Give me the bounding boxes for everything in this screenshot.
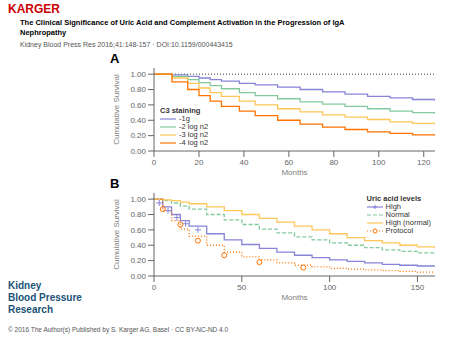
svg-text:0.40: 0.40	[130, 241, 146, 250]
html-text:Kidney Blood Press Res 2016;41: Kidney Blood Press Res 2016;41:148-157 ·…	[20, 41, 233, 48]
html-text:-1g: -1g	[179, 114, 190, 123]
svg-text:120: 120	[417, 158, 431, 167]
svg-text:Cumulative Survival: Cumulative Survival	[112, 199, 121, 270]
html-text:KARGER: KARGER	[8, 2, 60, 16]
svg-text:0.60: 0.60	[130, 226, 146, 235]
svg-text:0.80: 0.80	[130, 210, 146, 219]
html-text:© 2016 The Author(s) Published: © 2016 The Author(s) Published by S. Kar…	[8, 326, 229, 333]
html-text:C3 staining: C3 staining	[160, 106, 201, 115]
html-text:High (normal): High (normal)	[385, 218, 431, 227]
html-text:Normal: Normal	[385, 210, 410, 219]
svg-text:0.80: 0.80	[130, 85, 146, 94]
svg-text:1.00: 1.00	[130, 70, 146, 79]
svg-text:0.20: 0.20	[130, 256, 146, 265]
svg-text:50: 50	[237, 283, 246, 292]
html-text:A: A	[110, 51, 120, 66]
svg-text:0.60: 0.60	[130, 101, 146, 110]
html-text:Research: Research	[8, 304, 53, 315]
svg-text:0: 0	[152, 283, 157, 292]
svg-text:80: 80	[329, 158, 338, 167]
svg-text:0.40: 0.40	[130, 116, 146, 125]
html-text:Kidney: Kidney	[8, 280, 42, 291]
svg-text:0.00: 0.00	[130, 147, 146, 156]
svg-text:100: 100	[323, 283, 337, 292]
html-text:Uric acid levels: Uric acid levels	[366, 194, 422, 203]
html-text:Nephropathy: Nephropathy	[20, 28, 67, 37]
svg-text:0: 0	[152, 158, 157, 167]
html-text:Protocol: Protocol	[385, 226, 414, 235]
html-text:B: B	[110, 176, 120, 191]
html-text:Blood Pressure: Blood Pressure	[8, 292, 82, 303]
svg-text:0.00: 0.00	[130, 272, 146, 281]
svg-text:0.20: 0.20	[130, 131, 146, 140]
html-text:The Clinical Significance of U: The Clinical Significance of Uric Acid a…	[20, 18, 345, 27]
svg-text:1.00: 1.00	[130, 195, 146, 204]
html-text:-2 log n2: -2 log n2	[179, 122, 209, 131]
svg-text:60: 60	[284, 158, 293, 167]
html-text:High: High	[385, 202, 401, 211]
svg-text:40: 40	[239, 158, 248, 167]
html-text:-4 log n2: -4 log n2	[179, 138, 209, 147]
html-text:-3 log n2: -3 log n2	[179, 130, 209, 139]
svg-text:100: 100	[372, 158, 386, 167]
svg-text:Months: Months	[281, 293, 307, 302]
svg-text:20: 20	[195, 158, 204, 167]
svg-text:150: 150	[411, 283, 425, 292]
svg-text:Months: Months	[281, 168, 307, 177]
svg-text:Cumulative Survival: Cumulative Survival	[112, 74, 121, 145]
